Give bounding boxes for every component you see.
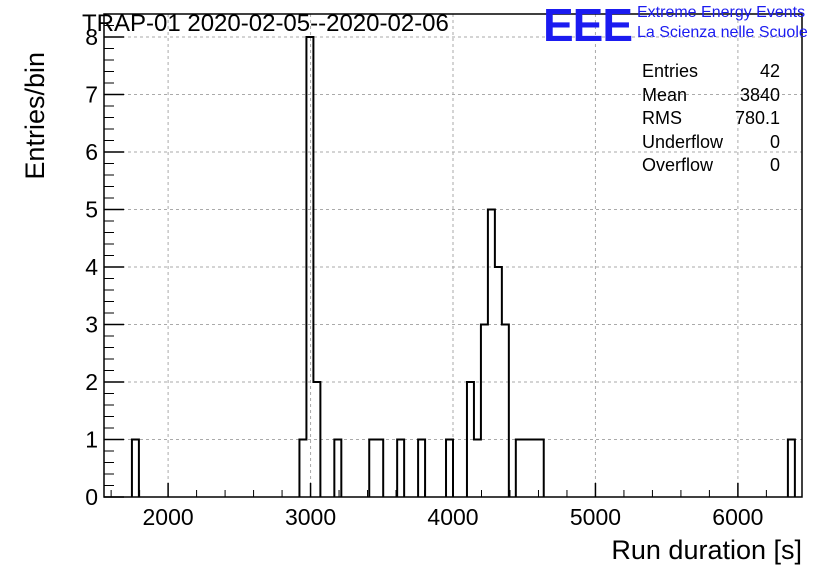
histogram-bin: [334, 440, 341, 498]
y-tick-label: 6: [85, 139, 98, 165]
stat-underflow: Underflow 0: [642, 131, 780, 155]
histogram-bin: [788, 440, 795, 498]
histogram-bin: [132, 440, 139, 498]
stat-value: 3840: [739, 84, 780, 105]
y-tick-label: 2: [85, 369, 98, 395]
histogram-bin: [369, 440, 376, 498]
y-tick-label: 5: [85, 197, 98, 223]
x-axis-label: Run duration [s]: [611, 535, 802, 565]
histogram-bin: [397, 440, 404, 498]
histogram-bin: [530, 440, 537, 498]
stat-label: Mean: [642, 84, 688, 105]
histogram-outline: [130, 36, 796, 497]
x-tick-label: 4000: [427, 504, 478, 530]
stat-label: RMS: [642, 108, 682, 128]
stat-label: Entries: [642, 61, 699, 81]
axes: 2000 3000 4000 5000 6000 0 1 2 3 4 5 6 7 8: [85, 24, 796, 530]
histogram-bin: [474, 440, 481, 498]
stats-box: Entries 42 Mean 3840 RMS 780.1 Underflow…: [642, 60, 780, 178]
logo-caption: Extreme Energy Events La Scienza nelle S…: [637, 3, 808, 43]
histogram-bin: [446, 440, 453, 498]
logo-caption-line2: La Scienza nelle Scuole: [637, 24, 808, 41]
x-tick-label: 5000: [570, 504, 621, 530]
stat-value: 780.1: [734, 108, 780, 128]
logo-caption-line1: Extreme Energy Events: [637, 4, 806, 21]
y-tick-label: 7: [85, 82, 98, 108]
chart-title: TRAP-01 2020-02-05--2020-02-06: [82, 10, 449, 37]
histogram-bin: [481, 325, 488, 498]
histogram-bin: [488, 210, 495, 498]
histogram-bin: [502, 325, 509, 498]
x-tick-label: 6000: [712, 504, 763, 530]
y-tick-label: 8: [85, 24, 98, 50]
stat-value: 0: [769, 131, 780, 152]
y-tick-label: 4: [85, 254, 98, 280]
histogram-bin: [418, 440, 425, 498]
x-tick-label: 2000: [143, 504, 194, 530]
histogram-bin: [537, 440, 544, 498]
stat-rms: RMS 780.1: [642, 107, 780, 131]
stat-label: Overflow: [642, 155, 714, 175]
y-tick-label: 3: [85, 312, 98, 338]
x-tick-label: 3000: [285, 504, 336, 530]
y-tick-label: 1: [85, 427, 98, 453]
y-tick-label: 0: [85, 484, 98, 510]
histogram-bin: [516, 440, 523, 498]
stat-label: Underflow: [642, 131, 724, 152]
histogram-bin: [523, 440, 530, 498]
stat-value: 0: [769, 155, 780, 175]
eee-logo: EEE: [543, 0, 633, 51]
histogram-bin: [376, 440, 383, 498]
histogram-bin: [299, 440, 306, 498]
stat-overflow: Overflow 0: [642, 154, 780, 178]
stat-value: 42: [759, 61, 780, 81]
y-axis-label: Entries/bin: [20, 52, 50, 180]
stat-entries: Entries 42: [642, 60, 780, 84]
stat-mean: Mean 3840: [642, 84, 780, 108]
